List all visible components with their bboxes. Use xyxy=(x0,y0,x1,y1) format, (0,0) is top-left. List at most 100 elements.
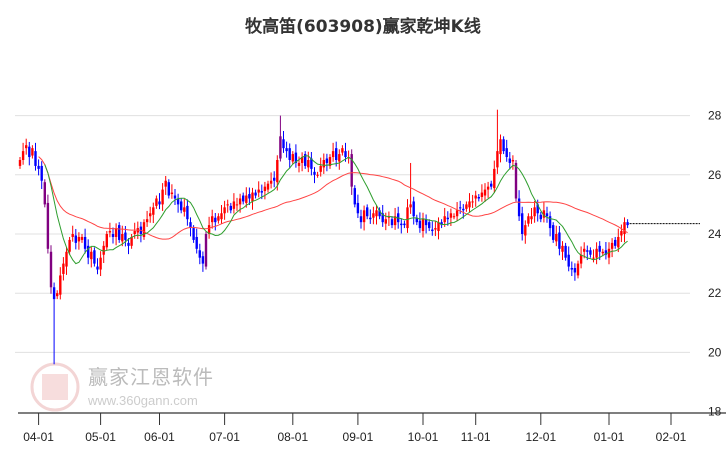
candle xyxy=(576,260,580,279)
candle xyxy=(223,200,226,220)
candle xyxy=(204,231,208,270)
candle-body xyxy=(331,151,335,158)
candle xyxy=(155,195,158,209)
y-tick-label: 22 xyxy=(708,286,722,300)
candle-body xyxy=(186,205,189,220)
candle-body xyxy=(133,231,136,234)
candle xyxy=(273,171,276,188)
candle-body xyxy=(474,195,477,199)
candle-body xyxy=(362,210,366,223)
candle-body xyxy=(555,234,558,242)
candle-body xyxy=(204,234,208,267)
candle-body xyxy=(21,151,25,160)
candle xyxy=(617,228,620,253)
candle xyxy=(65,247,68,275)
candle-body xyxy=(421,219,425,232)
candle-body xyxy=(409,204,412,208)
candle xyxy=(505,139,508,162)
candle-body xyxy=(242,195,245,202)
candle xyxy=(356,194,360,219)
candle-body xyxy=(521,213,524,234)
candle-body xyxy=(508,158,511,163)
candle-body xyxy=(251,192,254,202)
y-tick-label: 24 xyxy=(708,227,722,241)
candle xyxy=(623,217,626,243)
candle-body xyxy=(341,148,344,153)
x-tick-label: 07-01 xyxy=(209,430,240,444)
candle xyxy=(158,193,161,210)
candle-body xyxy=(412,201,415,217)
candle-body xyxy=(105,234,108,248)
candle-body xyxy=(304,154,307,166)
candle xyxy=(93,247,96,267)
candle-body xyxy=(375,210,378,217)
candle-body xyxy=(260,191,263,193)
candle-body xyxy=(223,207,226,214)
candle-body xyxy=(601,251,604,254)
candle xyxy=(589,247,592,258)
candle xyxy=(614,236,617,249)
candle-body xyxy=(108,231,112,233)
candle-body xyxy=(369,217,372,220)
candle xyxy=(384,212,387,231)
candle xyxy=(493,160,496,193)
candle-body xyxy=(68,239,71,252)
candle xyxy=(378,207,381,220)
candle-body xyxy=(80,236,84,240)
candle-body xyxy=(99,257,102,270)
candle-body xyxy=(269,180,273,184)
candle xyxy=(431,221,434,236)
candle-body xyxy=(52,287,56,300)
candle xyxy=(468,193,471,213)
candle xyxy=(455,202,459,221)
candle xyxy=(521,206,524,241)
candle-body xyxy=(173,195,177,199)
candle-body xyxy=(517,198,521,217)
candle-body xyxy=(121,234,124,242)
candle xyxy=(288,143,291,169)
candle xyxy=(245,187,248,208)
candle xyxy=(542,202,546,223)
candle-body xyxy=(366,207,369,217)
candle-body xyxy=(564,245,567,258)
candle-body xyxy=(499,139,502,155)
candle-body xyxy=(598,245,601,252)
y-tick-label: 26 xyxy=(708,168,722,182)
candle xyxy=(359,209,363,229)
x-tick-label: 09-01 xyxy=(343,430,374,444)
candle-body xyxy=(294,152,298,163)
candle-body xyxy=(96,266,99,270)
candle xyxy=(242,192,245,205)
candle-body xyxy=(207,225,211,234)
candle xyxy=(192,225,195,243)
candle xyxy=(369,209,372,224)
candle-body xyxy=(350,154,353,187)
x-tick-label: 10-01 xyxy=(408,430,439,444)
candle xyxy=(322,153,325,174)
candle xyxy=(149,206,152,223)
candle-body xyxy=(338,154,341,162)
candle xyxy=(434,221,437,237)
candle-body xyxy=(595,248,598,258)
candle xyxy=(626,219,629,229)
candle-body xyxy=(245,195,248,203)
candle-body xyxy=(59,275,62,295)
candle xyxy=(471,194,474,208)
x-tick-label: 12-01 xyxy=(525,430,556,444)
candle-body xyxy=(87,245,90,258)
ma-long-line xyxy=(38,156,628,240)
candle-body xyxy=(235,204,239,206)
candle xyxy=(421,212,425,238)
candle-body xyxy=(505,148,508,158)
candle xyxy=(533,200,536,223)
candle-body xyxy=(62,263,65,274)
candle xyxy=(269,172,273,189)
candle-body xyxy=(583,248,586,252)
candle xyxy=(83,228,87,254)
candle-body xyxy=(183,207,186,212)
candle xyxy=(527,213,530,227)
candle-body xyxy=(434,228,437,230)
candle-body xyxy=(530,216,533,220)
candle-body xyxy=(548,216,552,229)
